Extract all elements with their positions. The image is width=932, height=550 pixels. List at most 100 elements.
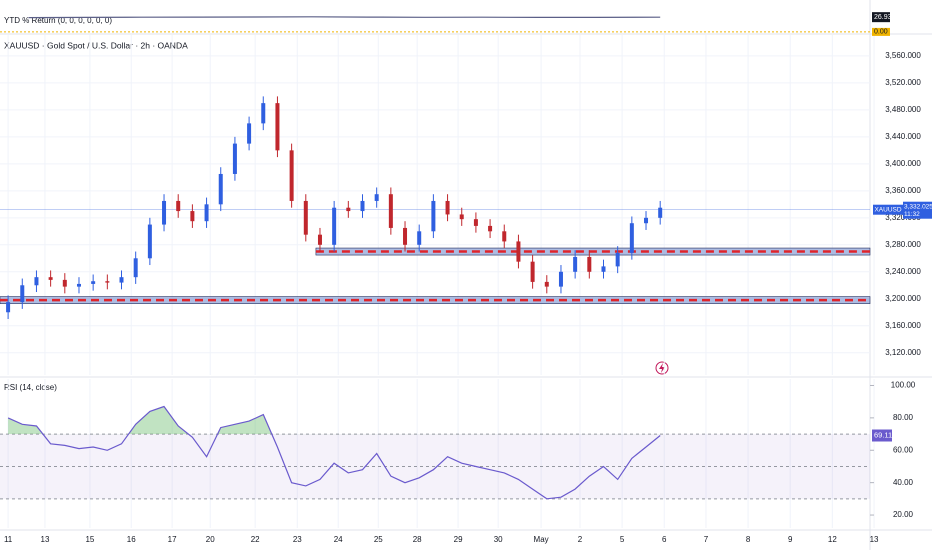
candle-body [388, 194, 393, 228]
candle-body [105, 281, 110, 283]
x-tick-label: May [534, 535, 549, 544]
candle-body [204, 204, 209, 222]
y-tick-label: 80.00 [893, 413, 914, 422]
candle-body [289, 150, 294, 201]
axis-tag [872, 12, 890, 23]
candle-body [76, 283, 81, 287]
x-tick-label: 13 [870, 535, 879, 544]
x-tick-label: 23 [293, 535, 302, 544]
candle-body [573, 256, 578, 272]
y-tick-label: 3,520.000 [885, 78, 921, 87]
pane-title: YTD % Return (0, 0, 0, 0, 0, 0) [4, 16, 112, 25]
y-tick-label: 3,360.000 [885, 186, 921, 195]
candle-body [346, 207, 351, 212]
candle-body [544, 281, 549, 287]
x-tick-label: 24 [334, 535, 343, 544]
y-tick-label: 3,440.000 [885, 132, 921, 141]
x-tick-label: 12 [828, 535, 837, 544]
candle-body [644, 217, 649, 224]
candle-body [91, 281, 96, 284]
grid [0, 35, 875, 528]
y-tick-label: 20.00 [893, 510, 914, 519]
candle-body [530, 261, 535, 282]
candle-body [473, 219, 478, 226]
candle-body [558, 271, 563, 287]
overbought-fill [8, 406, 661, 435]
candle-body [615, 252, 620, 267]
candle-body [601, 266, 606, 272]
value-tag [872, 429, 892, 442]
candle-body [232, 143, 237, 174]
y-tick-label: 3,160.000 [885, 321, 921, 330]
candle-body [403, 227, 408, 245]
y-tick-label: 3,560.000 [885, 51, 921, 60]
x-tick-label: 13 [41, 535, 50, 544]
candle-body [261, 103, 266, 124]
x-tick-label: 16 [127, 535, 136, 544]
y-tick-label: 3,120.000 [885, 348, 921, 357]
candle-body [218, 173, 223, 205]
candle-body [587, 256, 592, 272]
y-tick-label: 0.00 [874, 29, 888, 36]
candle-body [133, 258, 138, 278]
candle-body [6, 302, 11, 313]
pane-title: RSI (14, close) [4, 383, 57, 392]
x-tick-label: 29 [454, 535, 463, 544]
candle-body [629, 223, 634, 253]
chart-title: XAUUSD · Gold Spot / U.S. Dollar · 2h · … [4, 40, 188, 50]
x-tick-label: 8 [746, 535, 751, 544]
candle-body [417, 231, 422, 245]
candle-body [162, 200, 167, 225]
candle-body [360, 200, 365, 212]
axis-tag [872, 27, 890, 36]
y-tick-label: 3,280.000 [885, 240, 921, 249]
candle-body [275, 103, 280, 151]
candle-body [445, 200, 450, 215]
x-tick-label: 20 [206, 535, 215, 544]
candle-body [502, 231, 507, 242]
x-tick-label: 15 [85, 535, 94, 544]
symbol-label: XAUUSD [874, 206, 901, 213]
x-tick-label: 28 [413, 535, 422, 544]
candle-body [303, 200, 308, 235]
price-label: 3,332.025 [904, 203, 932, 210]
x-tick-label: 22 [251, 535, 260, 544]
candle-body [176, 200, 181, 212]
value-label: 69.11 [874, 430, 892, 439]
x-tick-label: 25 [374, 535, 383, 544]
x-tick-label: 5 [620, 535, 625, 544]
candle-body [48, 277, 53, 280]
candle-body [658, 207, 663, 218]
candle-body [190, 211, 195, 222]
candle-body [62, 279, 67, 287]
y-tick-label: 60.00 [893, 445, 914, 454]
symbol-tag [873, 204, 903, 215]
candle-body [119, 277, 124, 283]
candle-body [317, 234, 322, 245]
y-tick-label: 3,480.000 [885, 105, 921, 114]
candle-body [488, 225, 493, 232]
candle-body [431, 200, 436, 232]
flash-icon[interactable] [655, 361, 669, 375]
x-tick-label: 2 [578, 535, 583, 544]
price-tag [903, 201, 932, 219]
x-tick-label: 9 [788, 535, 793, 544]
line [7, 405, 661, 500]
line [28, 16, 661, 19]
candle-body [459, 214, 464, 220]
candle-body [147, 224, 152, 259]
candle-body [20, 285, 25, 303]
y-tick-label: 3,240.000 [885, 267, 921, 276]
y-tick-label: 40.00 [893, 478, 914, 487]
y-tick-label: 100.00 [891, 381, 916, 390]
candle-body [332, 207, 337, 245]
y-tick-label: 3,200.000 [885, 294, 921, 303]
x-tick-label: 7 [704, 535, 709, 544]
candle-body [247, 123, 252, 144]
x-tick-label: 11 [4, 535, 13, 544]
countdown-label: 11:32 [904, 211, 920, 218]
x-tick-label: 17 [168, 535, 177, 544]
candle-body [374, 194, 379, 201]
x-tick-label: 6 [662, 535, 667, 544]
